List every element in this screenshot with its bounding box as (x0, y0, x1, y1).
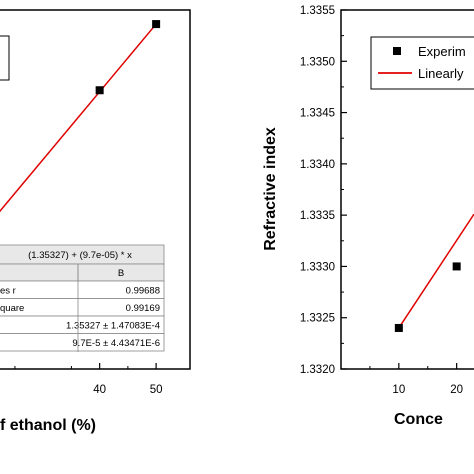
right-y-tick-label: 1.3345 (300, 108, 335, 120)
legend-label-linear: Linearly (418, 66, 464, 81)
right-y-tick-label: 1.3340 (300, 159, 335, 171)
right-legend: Experim Linearly (370, 36, 474, 90)
left-fit-line (0, 23, 157, 213)
table-row-value: 0.99688 (126, 286, 160, 297)
table-row-label: quare (0, 303, 24, 314)
right-y-axis-title: Refractive index (262, 127, 279, 251)
left-data-point (95, 86, 104, 95)
legend-label-experimental: Experim (418, 44, 466, 59)
left-x-tick-label: 40 (93, 384, 106, 396)
right-y-tick-label: 1.3330 (300, 261, 335, 273)
right-x-tick-label: 10 (392, 384, 405, 396)
table-row-value: 1.35327 ± 1.47083E-4 (66, 321, 160, 332)
table-header-row (0, 263, 165, 282)
left-regression-line (0, 23, 157, 213)
table-row (0, 333, 165, 352)
right-data-point (452, 262, 461, 271)
fit-results-table: (1.35327) + (9.7e-05) * x B es r 0.99688 q… (0, 244, 165, 352)
left-legend-box-fragment (0, 35, 10, 81)
right-y-ticks: 1.3320 1.3325 1.3330 1.3335 1.3340 1.3345 1.33… (300, 5, 347, 376)
table-column-header: B (118, 268, 124, 279)
table-row-value: 0.99169 (126, 303, 160, 314)
right-chart: 1.3320 1.3325 1.3330 1.3335 1.3340 1.3345 1.33… (262, 5, 474, 428)
right-regression-line (398, 213, 474, 329)
right-data-points (394, 262, 461, 332)
right-y-tick-label: 1.3335 (300, 210, 335, 222)
right-x-axis-title: Conce (394, 411, 443, 428)
table-rows: es r 0.99688 quare 0.99169 1.35327 ± 1.47083… (0, 264, 165, 352)
right-fit-line (398, 213, 474, 329)
left-data-points (95, 20, 161, 95)
right-y-tick-label: 1.3350 (300, 56, 335, 68)
left-chart: 40 50 (1.35327) + (9.7e-05) * x B es r 0.9… (0, 9, 191, 434)
left-data-point (152, 20, 161, 29)
table-equation: (1.35327) + (9.7e-05) * x (28, 250, 132, 261)
left-x-tick-label: 50 (150, 384, 163, 396)
legend-marker-experimental (393, 47, 401, 55)
table-row-value: 9.7E-5 ± 4.43471E-6 (72, 338, 160, 349)
right-y-tick-label: 1.3325 (300, 313, 335, 325)
left-x-ticks: 40 50 (14, 363, 163, 396)
table-row-label: es r (0, 286, 16, 297)
left-plot-frame (0, 9, 191, 370)
right-y-tick-label: 1.3320 (300, 364, 335, 376)
right-y-tick-label: 1.3355 (300, 5, 335, 17)
right-data-point (394, 323, 403, 332)
legend-box (370, 36, 474, 90)
right-x-ticks: 10 20 (369, 363, 463, 396)
right-x-tick-label: 20 (450, 384, 463, 396)
left-x-axis-title: f ethanol (%) (0, 417, 96, 434)
